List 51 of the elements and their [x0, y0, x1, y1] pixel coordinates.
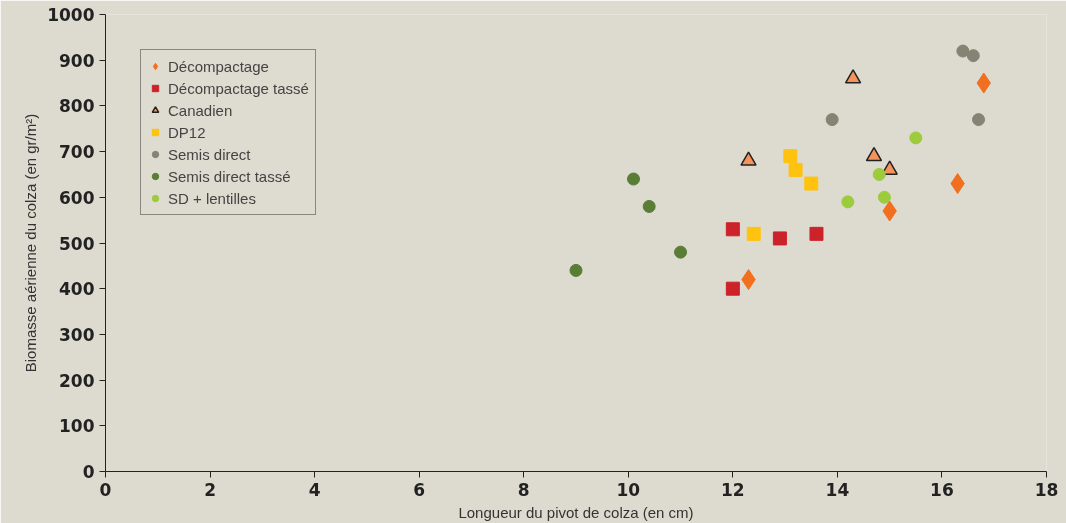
legend-label: Semis direct — [168, 145, 251, 163]
y-tick-label: 400 — [59, 279, 95, 300]
point — [788, 162, 803, 177]
y-tick-label: 100 — [59, 416, 95, 437]
x-tick-label: 16 — [930, 479, 954, 500]
point — [569, 263, 583, 277]
x-tick-label: 8 — [517, 479, 530, 500]
point — [772, 231, 787, 246]
y-tick-label: 1000 — [47, 5, 95, 25]
legend-label: Semis direct tassé — [168, 167, 291, 185]
point — [809, 226, 824, 241]
x-tick-label: 6 — [413, 479, 426, 500]
x-tick-label: 0 — [99, 479, 112, 500]
y-tick-label: 700 — [59, 142, 95, 163]
point — [872, 167, 886, 181]
y-tick-label: 800 — [59, 96, 95, 117]
x-tick-label: 2 — [204, 479, 216, 500]
point — [642, 199, 656, 213]
point — [783, 149, 798, 164]
point — [909, 131, 923, 145]
legend-label: Décompactage — [168, 57, 269, 75]
point — [627, 172, 641, 186]
point — [674, 245, 688, 259]
point — [746, 226, 761, 241]
x-tick-label: 14 — [825, 479, 850, 500]
y-tick-label: 900 — [59, 50, 95, 71]
legend-label: Décompactage tassé — [168, 79, 309, 97]
point — [825, 113, 839, 127]
point — [844, 69, 862, 84]
y-tick-label: 200 — [59, 370, 95, 391]
legend-label: Canadien — [168, 101, 233, 119]
point — [841, 195, 855, 209]
x-axis-title: Longueur du pivot de colza (en cm) — [458, 503, 694, 521]
x-tick-label: 10 — [616, 479, 641, 500]
y-tick-label: 600 — [59, 187, 95, 208]
point — [956, 44, 970, 58]
y-tick-label: 300 — [59, 324, 95, 345]
point — [725, 281, 740, 296]
point — [877, 190, 891, 204]
x-tick-label: 4 — [308, 479, 321, 500]
y-tick-label: 500 — [59, 233, 95, 254]
point — [725, 222, 740, 237]
point — [966, 49, 980, 63]
point — [972, 113, 986, 127]
x-tick-label: 12 — [721, 479, 745, 500]
point — [804, 176, 819, 191]
y-axis-title: Biomasse aérienne du colza (en gr/m²) — [22, 113, 40, 373]
legend-label: DP12 — [168, 123, 206, 141]
legend-label: SD + lentilles — [168, 189, 256, 207]
x-tick-label: 18 — [1034, 479, 1059, 500]
y-tick-label: 0 — [82, 462, 95, 482]
